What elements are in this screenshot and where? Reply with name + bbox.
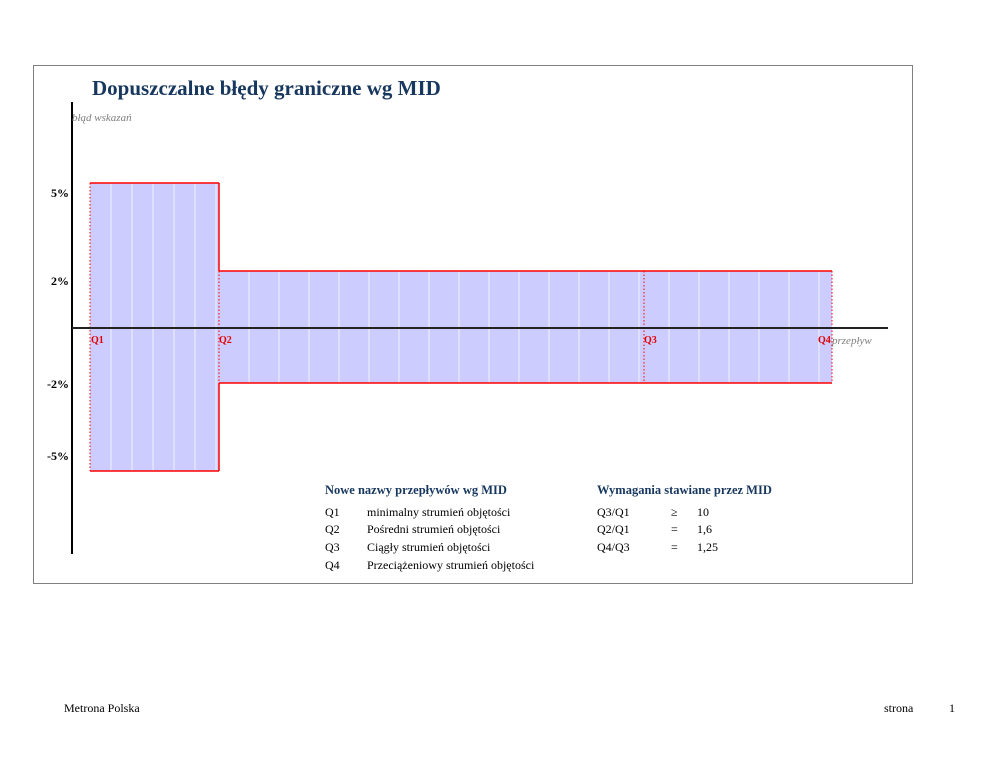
x-tick-q4: Q4 <box>818 335 831 346</box>
requirement-ratio: Q3/Q1 <box>597 505 630 519</box>
flow-description: Przeciążeniowy strumień objętości <box>367 558 535 572</box>
requirement-ratio: Q2/Q1 <box>597 522 630 536</box>
y-axis-label: błąd wskazań <box>72 112 132 124</box>
flow-description: Ciągły strumień objętości <box>367 540 491 554</box>
requirement-ratio: Q4/Q3 <box>597 540 630 554</box>
chart-title: Dopuszczalne błędy graniczne wg MID <box>92 76 441 100</box>
flow-code: Q3 <box>325 540 340 554</box>
requirement-operator: = <box>671 540 678 554</box>
y-tick-minus-2: -2% <box>47 377 69 391</box>
requirement-value: 10 <box>697 505 709 519</box>
flow-description: minimalny strumień objętości <box>367 505 511 519</box>
legend-requirements-heading: Wymagania stawiane przez MID <box>597 483 772 497</box>
flow-description: Pośredni strumień objętości <box>367 522 501 536</box>
flow-code: Q2 <box>325 522 340 536</box>
footer-company: Metrona Polska <box>64 701 140 715</box>
requirement-value: 1,25 <box>697 540 718 554</box>
flow-code: Q1 <box>325 505 340 519</box>
y-tick-5: 5% <box>51 186 69 200</box>
legend-flow-names-heading: Nowe nazwy przepływów wg MID <box>325 483 507 497</box>
requirement-value: 1,6 <box>697 522 712 536</box>
x-tick-q3: Q3 <box>644 335 657 346</box>
y-tick-2: 2% <box>51 274 69 288</box>
x-axis-label: przepływ <box>832 335 872 347</box>
y-tick-minus-5: -5% <box>47 449 69 463</box>
footer-page-label: strona <box>884 701 914 715</box>
requirement-operator: = <box>671 522 678 536</box>
flow-code: Q4 <box>325 558 340 572</box>
footer-page-number: 1 <box>949 701 955 715</box>
requirement-operator: ≥ <box>671 505 678 519</box>
x-tick-q2: Q2 <box>219 335 232 346</box>
x-tick-q1: Q1 <box>91 335 104 346</box>
